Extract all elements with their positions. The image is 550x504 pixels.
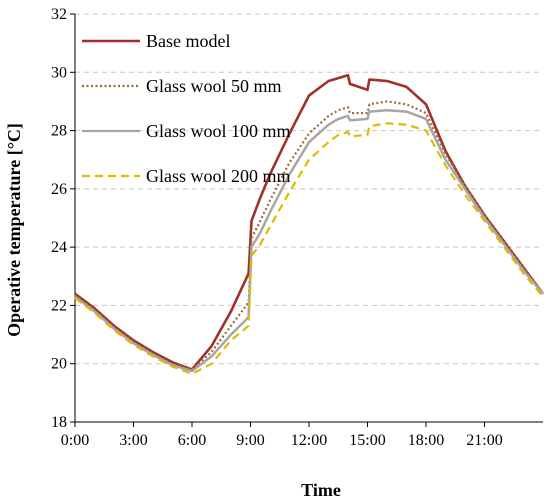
legend-label-3: Glass wool 100 mm <box>146 121 291 141</box>
y-axis-title: Operative temperature [°C] <box>4 123 24 337</box>
x-tick-label: 18:00 <box>408 432 444 449</box>
series-line-4 <box>74 122 544 375</box>
x-tick-label: 0:00 <box>61 432 89 449</box>
y-tick-label: 26 <box>51 181 67 198</box>
x-tick-label: 3:00 <box>119 432 147 449</box>
axis-ticks: 18 20 22 24 26 28 30 32 0:00 3:00 6:00 9:00 12:00 15:… <box>51 6 503 449</box>
y-tick-label: 22 <box>51 297 67 314</box>
legend-label-1: Base model <box>146 31 230 51</box>
y-tick-label: 20 <box>51 356 67 373</box>
y-tick-label: 28 <box>51 123 67 140</box>
y-tick-label: 32 <box>51 6 67 23</box>
legend-label-2: Glass wool 50 mm <box>146 76 282 96</box>
gridlines <box>75 13 543 365</box>
series-line-3 <box>74 108 544 373</box>
x-axis-title: Time <box>301 480 341 500</box>
x-tick-label: 15:00 <box>349 432 385 449</box>
x-tick-label: 9:00 <box>236 432 264 449</box>
legend-label-4: Glass wool 200 mm <box>146 166 291 186</box>
y-tick-label: 24 <box>51 239 67 256</box>
x-tick-label: 21:00 <box>466 432 502 449</box>
series-line-1 <box>74 73 545 371</box>
y-tick-label: 30 <box>51 64 67 81</box>
series-lines <box>74 73 545 375</box>
legend: Base model Glass wool 50 mm Glass wool 100… <box>82 31 291 186</box>
y-tick-label: 18 <box>51 414 67 431</box>
x-tick-label: 12:00 <box>291 432 327 449</box>
x-tick-label: 6:00 <box>178 432 206 449</box>
